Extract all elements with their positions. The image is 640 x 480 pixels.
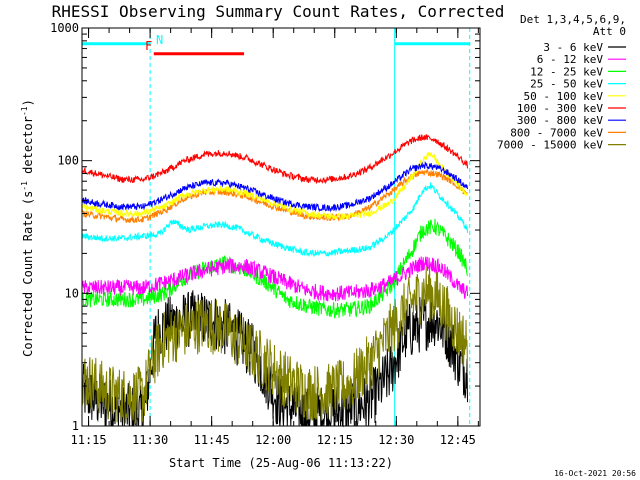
y-axis-label-end: )	[21, 99, 35, 106]
y-axis-label-mid: detector	[21, 116, 35, 181]
attenuator-bars	[82, 42, 470, 56]
legend-label-1: 6 - 12 keV	[537, 53, 604, 66]
x-tick-label: 11:45	[194, 433, 230, 447]
series-line-5	[81, 134, 468, 185]
x-tick-label: 12:30	[378, 433, 414, 447]
series-line-4	[81, 151, 468, 221]
render-timestamp: 16-Oct-2021 20:56	[554, 469, 636, 478]
annotation-flag-f: F	[145, 39, 152, 53]
series-line-8	[81, 264, 468, 424]
series-line-6	[81, 160, 468, 213]
vertical-markers	[81, 28, 471, 426]
x-axis-ticks: 11:15 11:30 11:45 12:00 12:15 12:30 12:45	[71, 28, 479, 447]
legend-label-3: 25 - 50 keV	[530, 78, 603, 91]
y-tick-label: 1	[72, 419, 79, 433]
annotation-flag-n: N	[156, 33, 163, 47]
plot-area	[81, 27, 481, 428]
x-tick-label: 12:15	[317, 433, 353, 447]
legend-label-7: 800 - 7000 keV	[510, 126, 603, 139]
legend-label-8: 7000 - 15000 keV	[497, 139, 603, 152]
chart-title: RHESSI Observing Summary Count Rates, Co…	[52, 2, 505, 21]
y-axis-label-exp-1: -1	[20, 181, 29, 191]
y-tick-label: 1000	[50, 21, 79, 35]
series-line-1	[81, 256, 468, 302]
y-tick-label: 10	[65, 286, 79, 300]
legend-label-5: 100 - 300 keV	[517, 102, 603, 115]
x-tick-label: 12:00	[255, 433, 291, 447]
legend-label-2: 12 - 25 keV	[530, 65, 603, 78]
series-line-2	[81, 218, 468, 319]
y-axis-label: Corrected Count Rate (s-1 detector-1)	[20, 99, 35, 357]
x-tick-label: 12:45	[440, 433, 476, 447]
legend-label-6: 300 - 800 keV	[517, 114, 603, 127]
x-axis-label: Start Time (25-Aug-06 11:13:22)	[169, 456, 393, 470]
legend-label-0: 3 - 6 keV	[543, 41, 603, 54]
x-tick-label: 11:30	[132, 433, 168, 447]
legend-header-line-2: Att 0	[593, 25, 626, 38]
plot-frame	[81, 27, 481, 427]
y-axis-ticks: 1 10 100 1000	[50, 21, 480, 433]
y-tick-label: 100	[57, 154, 79, 168]
series-lines	[81, 134, 468, 428]
y-axis-label-base: Corrected Count Rate (s	[21, 191, 35, 357]
series-line-3	[81, 182, 468, 257]
legend-header-line-1: Det 1,3,4,5,6,9,	[520, 13, 626, 26]
x-tick-label: 11:15	[71, 433, 107, 447]
legend-label-4: 50 - 100 keV	[524, 90, 604, 103]
y-axis-label-exp-2: -1	[20, 106, 29, 116]
